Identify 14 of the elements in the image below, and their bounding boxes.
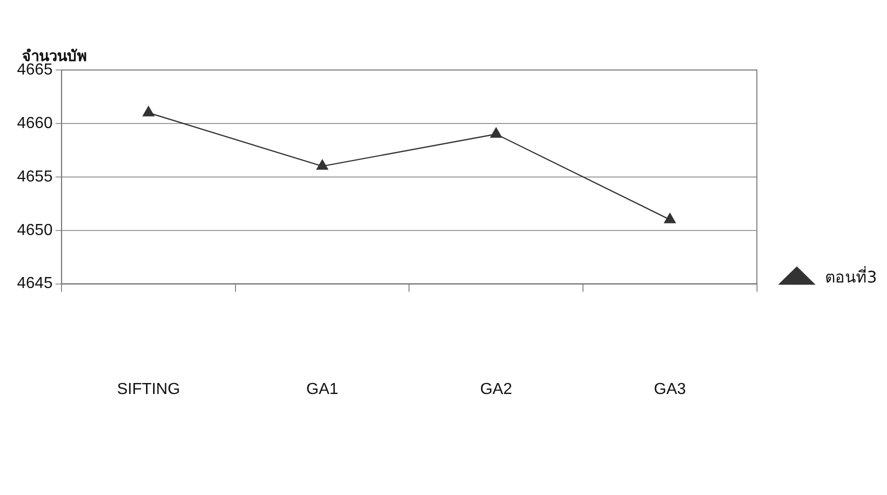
x-tick-label: SIFTING — [116, 380, 180, 398]
legend-label: ตอนที่3 — [824, 266, 878, 287]
point — [664, 213, 676, 224]
y-tick-label: 4665 — [17, 61, 53, 78]
x-tick-label: GA1 — [306, 380, 338, 398]
point — [490, 128, 502, 138]
x-tick-label: GA2 — [480, 380, 512, 398]
point — [316, 160, 328, 170]
y-tick-label: 4655 — [17, 168, 53, 186]
y-tick-label: 4645 — [17, 275, 53, 292]
point — [142, 106, 154, 116]
x-tick-label: GA3 — [654, 380, 686, 398]
y-tick-label: 4660 — [17, 114, 53, 132]
y-tick-label: 4650 — [17, 222, 53, 239]
